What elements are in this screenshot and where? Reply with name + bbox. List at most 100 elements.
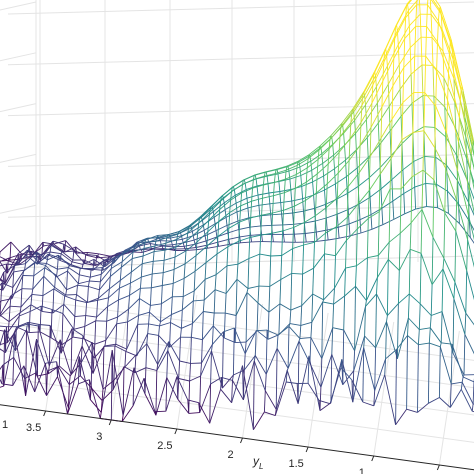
surface-mesh-line [321, 327, 334, 359]
surface-mesh-line [173, 257, 176, 270]
surface-mesh-line [325, 226, 337, 234]
surface-mesh-line [155, 237, 158, 242]
surface-mesh-line [325, 217, 328, 231]
surface-mesh-line [62, 244, 65, 252]
surface-mesh-line [363, 347, 376, 391]
surface-mesh-line [286, 160, 299, 167]
grid-line [0, 153, 37, 163]
surface-mesh-line [149, 311, 161, 323]
surface-mesh-line [399, 73, 412, 90]
surface-mesh-line [176, 234, 179, 240]
surface-mesh-line [166, 377, 179, 400]
surface-mesh-line [439, 346, 452, 385]
surface-mesh-line [375, 75, 377, 87]
surface-mesh-line [287, 161, 300, 167]
surface-mesh-line [161, 244, 173, 246]
surface-mesh-line [28, 251, 40, 256]
surface-mesh-line [215, 224, 228, 232]
surface-mesh-line [33, 267, 45, 277]
surface-mesh-line [0, 364, 4, 370]
surface-mesh-line [156, 364, 159, 371]
surface-mesh-line [257, 194, 260, 206]
surface-mesh-line [129, 287, 141, 296]
surface-mesh-line [436, 70, 449, 101]
surface-mesh-line [444, 107, 447, 137]
surface-mesh-line [295, 181, 307, 189]
surface-mesh-line [458, 117, 460, 142]
surface-mesh-line [220, 377, 222, 390]
surface-mesh-line [430, 284, 433, 316]
surface-mesh-line [306, 158, 309, 168]
surface-mesh-line [212, 331, 224, 345]
surface-mesh-line [386, 259, 389, 316]
surface-mesh-line [49, 245, 52, 253]
surface-mesh-line [383, 38, 396, 63]
surface-mesh-line [329, 402, 332, 405]
surface-mesh-line [154, 249, 166, 253]
surface-mesh-line [228, 239, 231, 245]
surface-mesh-line [292, 244, 304, 250]
surface-mesh-line [232, 374, 234, 381]
surface-mesh-line [178, 225, 190, 233]
surface-mesh-line [23, 262, 35, 272]
surface-mesh-line [19, 311, 31, 317]
surface-mesh-line [46, 263, 58, 270]
surface-mesh-line [239, 234, 251, 238]
surface-mesh-line [29, 305, 42, 312]
surface-mesh-line [259, 253, 271, 257]
surface-mesh-line [58, 365, 71, 377]
surface-mesh-line [439, 342, 442, 347]
surface-mesh-line [238, 221, 241, 242]
surface-mesh-line [414, 187, 417, 210]
surface-mesh-line [78, 379, 90, 385]
surface-mesh-line [410, 74, 413, 104]
surface-mesh-line [8, 312, 21, 322]
surface-mesh-line [392, 201, 395, 220]
surface-mesh-line [445, 136, 457, 156]
surface-mesh-line [145, 367, 157, 371]
surface-mesh-line [355, 286, 367, 301]
surface-mesh-line [44, 265, 47, 268]
surface-mesh-line [267, 312, 270, 340]
surface-mesh-line [166, 350, 169, 378]
surface-mesh-line [377, 211, 380, 256]
surface-mesh-line [448, 73, 460, 118]
surface-mesh-line [165, 377, 168, 412]
surface-mesh-line [187, 399, 190, 414]
surface-mesh-line [175, 240, 188, 248]
surface-mesh-line [391, 85, 394, 120]
surface-mesh-line [410, 209, 423, 224]
surface-mesh-line [432, 0, 440, 10]
surface-mesh-line [220, 191, 232, 202]
surface-mesh-line [458, 99, 461, 118]
surface-mesh-line [387, 303, 399, 316]
surface-mesh-line [377, 241, 390, 256]
surface-mesh-line [401, 132, 414, 144]
surface-mesh-line [117, 253, 119, 255]
surface-mesh-line [179, 337, 181, 362]
surface-mesh-line [469, 154, 472, 170]
surface-mesh-line [275, 348, 278, 410]
surface-mesh-line [395, 408, 407, 426]
surface-mesh-line [345, 160, 347, 177]
surface-mesh-line [178, 378, 190, 382]
surface-mesh-line [99, 268, 112, 283]
surface-mesh-line [222, 374, 234, 389]
surface-mesh-line [408, 13, 421, 27]
surface-mesh-line [403, 55, 416, 68]
surface-mesh-line [269, 202, 281, 205]
surface-mesh-line [100, 350, 113, 413]
surface-mesh-line [161, 272, 164, 286]
surface-mesh-line [25, 255, 27, 264]
y-axis-tick-label: 3.5 [26, 422, 41, 434]
surface-mesh-line [259, 215, 262, 226]
surface-mesh-line [130, 276, 142, 284]
surface-mesh-line [82, 258, 95, 265]
surface-mesh-line [355, 265, 357, 287]
surface-mesh-line [72, 251, 75, 261]
surface-mesh-line [173, 248, 176, 251]
surface-mesh-line [290, 305, 302, 311]
surface-mesh-line [267, 334, 280, 340]
surface-mesh-line [279, 189, 291, 192]
surface-mesh-line [220, 196, 222, 202]
